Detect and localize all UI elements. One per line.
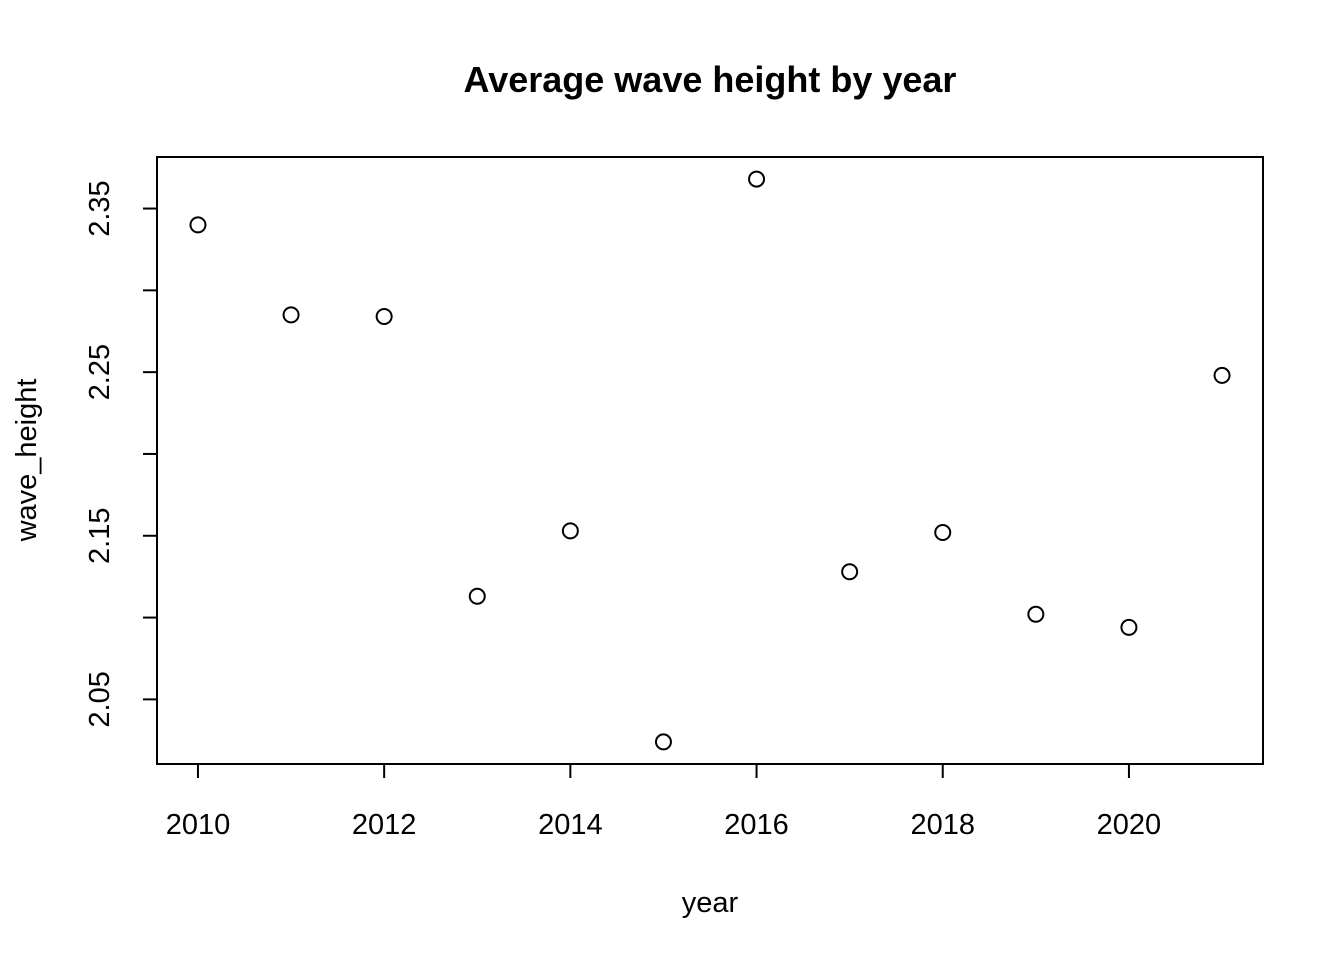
data-point bbox=[282, 306, 300, 324]
data-point bbox=[841, 563, 859, 581]
data-point bbox=[748, 170, 766, 188]
x-tick-label: 2016 bbox=[724, 809, 789, 841]
data-point bbox=[189, 216, 207, 234]
data-point bbox=[934, 523, 952, 541]
x-axis-label: year bbox=[682, 887, 739, 919]
data-point bbox=[561, 522, 579, 540]
y-tick-label: 2.35 bbox=[84, 180, 116, 236]
y-axis-label: wave_height bbox=[11, 379, 43, 543]
data-point bbox=[1120, 618, 1138, 636]
x-tick-label: 2014 bbox=[538, 809, 603, 841]
x-tick-label: 2020 bbox=[1097, 809, 1162, 841]
x-tick-label: 2012 bbox=[352, 809, 417, 841]
data-point bbox=[654, 733, 672, 751]
x-tick-label: 2010 bbox=[166, 809, 231, 841]
data-point bbox=[375, 308, 393, 326]
x-tick-label: 2018 bbox=[910, 809, 975, 841]
x-axis: 2010 2012 2014 2016 2018 2020 bbox=[166, 763, 1162, 841]
data-points bbox=[189, 170, 1231, 751]
y-axis: 2.05 2.15 2.25 2.35 bbox=[84, 180, 158, 728]
y-tick-label: 2.05 bbox=[84, 671, 116, 727]
chart-title: Average wave height by year bbox=[464, 59, 957, 100]
y-tick-label: 2.15 bbox=[84, 508, 116, 564]
data-point bbox=[1213, 366, 1231, 384]
y-tick-label: 2.25 bbox=[84, 344, 116, 400]
data-point bbox=[1027, 605, 1045, 623]
data-point bbox=[468, 587, 486, 605]
